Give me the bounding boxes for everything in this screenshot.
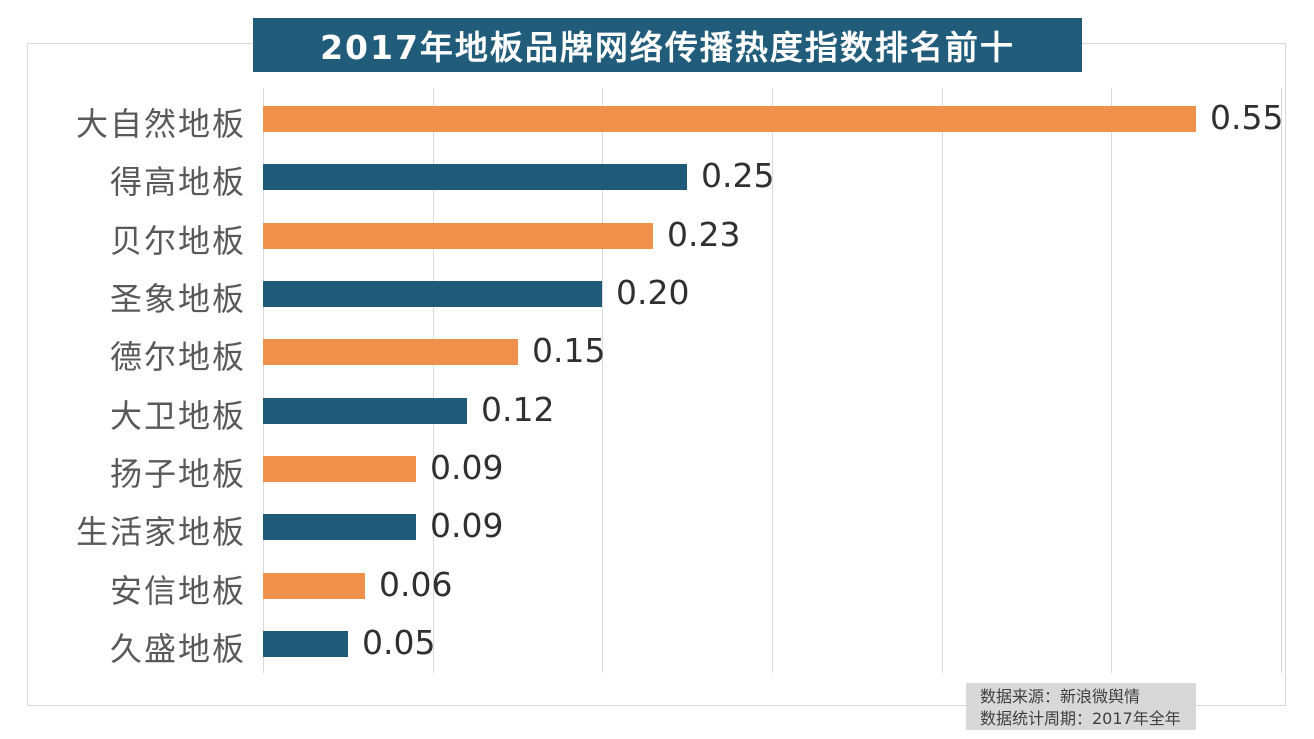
bar: [263, 631, 348, 658]
bar: [263, 281, 602, 308]
category-label: 生活家地板: [75, 513, 246, 552]
value-label: 0.05: [362, 623, 436, 663]
value-label: 0.55: [1210, 98, 1284, 137]
category-label: 大自然地板: [75, 105, 246, 143]
gridline: [263, 88, 264, 673]
source-note-line2: 数据统计周期：2017年全年: [980, 709, 1181, 728]
bar-row: 久盛地板 0.05: [0, 615, 1314, 673]
source-note-line1: 数据来源：新浪微舆情: [980, 687, 1141, 706]
bar: [263, 514, 416, 541]
gridline: [1281, 88, 1282, 673]
category-label: 久盛地板: [109, 630, 246, 669]
bar-row: 安信地板 0.06: [0, 557, 1314, 615]
category-label: 大卫地板: [109, 396, 246, 435]
bar: [263, 397, 467, 424]
gridline: [772, 88, 773, 673]
bar-row: 大自然地板 0.55: [0, 90, 1314, 148]
value-label: 0.09: [430, 506, 504, 546]
bar-row: 德尔地板 0.15: [0, 323, 1314, 381]
bar: [263, 572, 365, 599]
gridline: [942, 88, 943, 673]
bar: [263, 164, 687, 191]
bar: [263, 339, 518, 366]
value-label: 0.20: [616, 273, 690, 313]
value-label: 0.12: [481, 389, 555, 429]
bar: [263, 222, 653, 249]
bar-row: 大卫地板 0.12: [0, 382, 1314, 440]
bar-row: 扬子地板 0.09: [0, 440, 1314, 498]
bar-row: 得高地板 0.25: [0, 148, 1314, 206]
category-label: 得高地板: [109, 163, 246, 202]
value-label: 0.25: [701, 156, 775, 196]
category-label: 扬子地板: [109, 455, 246, 494]
gridline: [433, 88, 434, 673]
chart-title: 2017年地板品牌网络传播热度指数排名前十: [320, 28, 1015, 67]
bar-row: 圣象地板 0.20: [0, 265, 1314, 323]
chart-title-banner: 2017年地板品牌网络传播热度指数排名前十: [253, 18, 1082, 72]
gridline: [1111, 88, 1112, 673]
gridline: [602, 88, 603, 673]
bar-row: 贝尔地板 0.23: [0, 207, 1314, 265]
value-label: 0.15: [532, 331, 606, 371]
bar: [263, 456, 416, 483]
category-label: 安信地板: [109, 571, 246, 610]
source-note-box: 数据来源：新浪微舆情 数据统计周期：2017年全年: [966, 683, 1196, 730]
category-label: 圣象地板: [109, 280, 246, 319]
value-label: 0.23: [667, 214, 741, 254]
category-label: 贝尔地板: [109, 221, 246, 260]
value-label: 0.09: [430, 448, 504, 488]
category-label: 德尔地板: [109, 338, 246, 377]
value-label: 0.06: [379, 564, 453, 604]
bar: [263, 106, 1196, 132]
bar-row: 生活家地板 0.09: [0, 498, 1314, 556]
